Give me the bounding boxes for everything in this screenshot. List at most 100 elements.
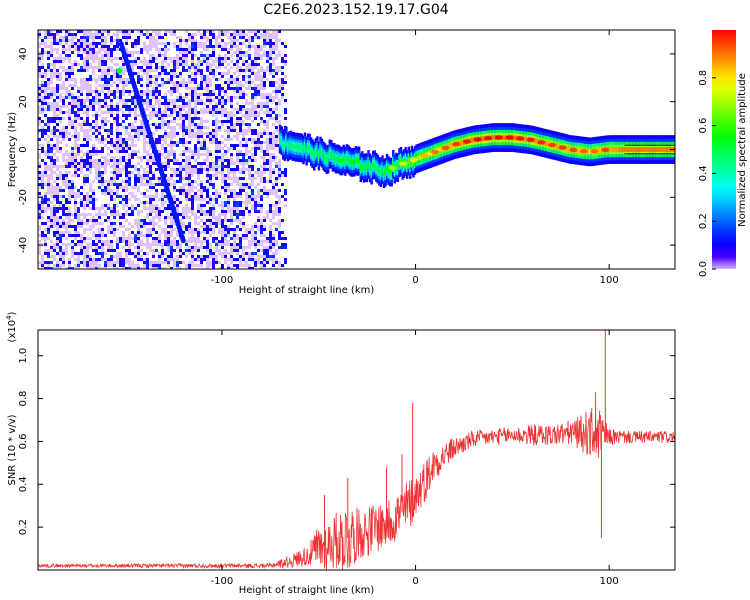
noise-cell	[104, 210, 107, 213]
noise-cell	[194, 102, 197, 105]
noise-cell	[53, 102, 56, 105]
noise-cell	[230, 189, 233, 192]
noise-cell	[134, 108, 137, 111]
noise-cell	[254, 159, 257, 162]
noise-cell	[113, 264, 116, 267]
noise-cell	[131, 51, 134, 54]
noise-cell	[197, 168, 200, 171]
noise-cell	[257, 204, 260, 207]
noise-cell	[77, 261, 80, 264]
noise-cell	[104, 72, 107, 75]
noise-cell	[194, 246, 197, 249]
noise-cell	[53, 99, 56, 102]
signal-cell	[337, 157, 341, 162]
noise-cell	[263, 216, 266, 219]
noise-cell	[233, 147, 236, 150]
noise-cell	[116, 168, 119, 171]
noise-cell	[137, 252, 140, 255]
signal-cell	[286, 144, 290, 150]
noise-cell	[62, 225, 65, 228]
noise-cell	[53, 198, 56, 201]
noise-cell	[53, 36, 56, 39]
noise-cell	[83, 252, 86, 255]
noise-cell	[131, 192, 134, 195]
noise-cell	[125, 189, 128, 192]
noise-cell	[212, 237, 215, 240]
signal-cell	[378, 168, 381, 174]
noise-cell	[125, 117, 128, 120]
noise-cell	[98, 99, 101, 102]
noise-cell	[272, 264, 275, 267]
noise-cell	[263, 96, 266, 99]
noise-cell	[116, 159, 119, 162]
noise-cell	[134, 39, 137, 42]
noise-cell	[185, 105, 188, 108]
noise-cell	[143, 156, 146, 159]
noise-cell	[113, 144, 116, 147]
noise-cell	[254, 240, 257, 243]
noise-cell	[41, 147, 44, 150]
noise-cell	[155, 123, 158, 126]
noise-cell	[221, 159, 224, 162]
noise-cell	[68, 243, 71, 246]
noise-cell	[194, 264, 197, 267]
noise-cell	[41, 174, 44, 177]
noise-cell	[86, 132, 89, 135]
noise-cell	[218, 90, 221, 93]
noise-cell	[194, 123, 197, 126]
noise-cell	[251, 234, 254, 237]
noise-cell	[125, 198, 128, 201]
noise-cell	[182, 48, 185, 51]
noise-cell	[200, 165, 203, 168]
signal-cell	[461, 140, 465, 145]
noise-cell	[59, 177, 62, 180]
noise-cell	[251, 111, 254, 114]
noise-cell	[230, 144, 233, 147]
noise-cell	[59, 141, 62, 144]
noise-cell	[125, 108, 128, 111]
noise-cell	[272, 189, 275, 192]
noise-cell	[188, 252, 191, 255]
noise-cell	[92, 54, 95, 57]
noise-cell	[152, 252, 155, 255]
noise-cell	[263, 123, 266, 126]
noise-cell	[110, 132, 113, 135]
noise-cell	[248, 213, 251, 216]
noise-cell	[197, 246, 200, 249]
noise-cell	[227, 111, 230, 114]
noise-cell	[143, 171, 146, 174]
noise-cell	[128, 30, 131, 33]
noise-cell	[251, 87, 254, 90]
noise-cell	[86, 30, 89, 33]
noise-cell	[194, 99, 197, 102]
noise-cell	[41, 48, 44, 51]
noise-cell	[281, 183, 284, 186]
noise-cell	[203, 108, 206, 111]
noise-cell	[203, 111, 206, 114]
noise-cell	[221, 228, 224, 231]
noise-cell	[59, 108, 62, 111]
noise-cell	[224, 129, 227, 132]
noise-cell	[143, 129, 146, 132]
noise-cell	[167, 258, 170, 261]
noise-cell	[83, 261, 86, 264]
noise-cell	[134, 45, 137, 48]
noise-cell	[200, 78, 203, 81]
noise-cell	[104, 54, 107, 57]
noise-cell	[143, 48, 146, 51]
noise-cell	[167, 99, 170, 102]
noise-cell	[167, 102, 170, 105]
noise-cell	[227, 135, 230, 138]
noise-cell	[125, 141, 128, 144]
noise-cell	[80, 129, 83, 132]
noise-cell	[254, 63, 257, 66]
noise-cell	[185, 228, 188, 231]
noise-cell	[50, 177, 53, 180]
noise-cell	[50, 117, 53, 120]
noise-cell	[74, 144, 77, 147]
noise-cell	[179, 138, 182, 141]
noise-cell	[41, 261, 44, 264]
noise-cell	[188, 222, 191, 225]
noise-cell	[278, 114, 281, 117]
noise-cell	[116, 63, 119, 66]
